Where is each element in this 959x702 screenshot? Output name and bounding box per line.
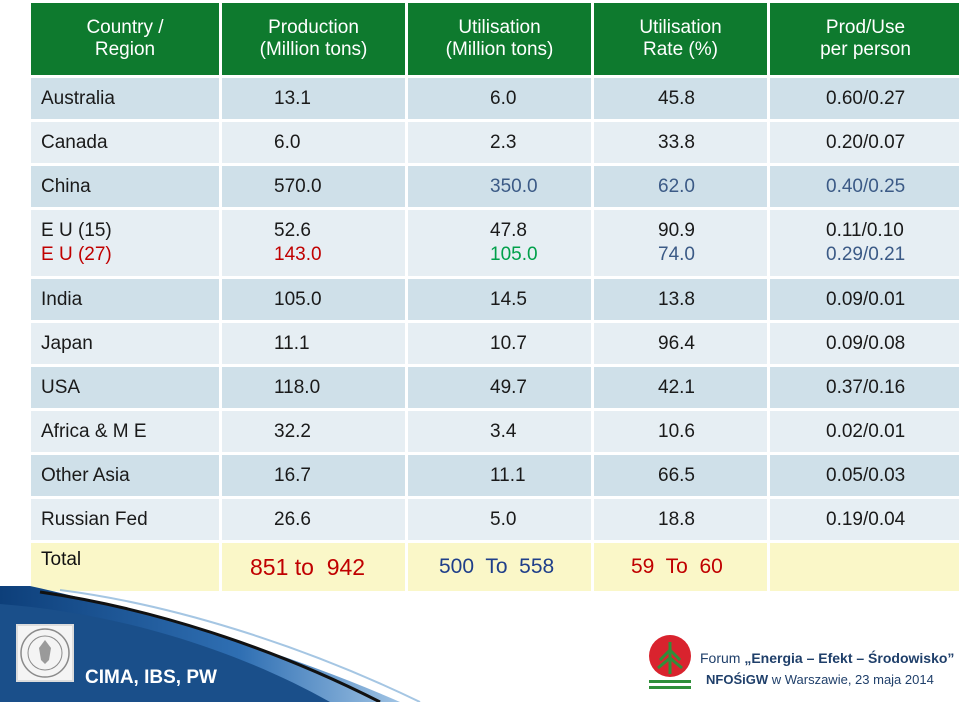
cell-per-person: 0.19/0.04	[770, 499, 959, 540]
cell-per-person: 0.60/0.27	[770, 78, 959, 119]
header-utilisation: Utilisation (Million tons)	[408, 3, 591, 75]
cell-rate: 62.0	[594, 166, 767, 207]
cell-per-person: 0.20/0.07	[770, 122, 959, 163]
header-region: Country / Region	[31, 3, 219, 75]
cell-utilisation: 2.3	[408, 122, 591, 163]
cell-utilisation: 14.5	[408, 279, 591, 320]
cell-rate: 59 To 60	[594, 543, 767, 591]
table-row: Japan 11.1 10.7 96.4 0.09/0.08	[31, 323, 959, 364]
cell-per-person: 0.05/0.03	[770, 455, 959, 496]
cell-utilisation: 3.4	[408, 411, 591, 452]
cell-region: China	[31, 166, 219, 207]
cell-production: 105.0	[222, 279, 405, 320]
cell-region: Australia	[31, 78, 219, 119]
cell-per-person	[770, 543, 959, 591]
cell-utilisation: 5.0	[408, 499, 591, 540]
footer	[0, 586, 959, 702]
table-row-eu: E U (15) E U (27) 52.6 143.0 47.8 105.0 90.…	[31, 210, 959, 276]
cell-production: 11.1	[222, 323, 405, 364]
cell-region: India	[31, 279, 219, 320]
header-per-person: Prod/Use per person	[770, 3, 959, 75]
header-rate: Utilisation Rate (%)	[594, 3, 767, 75]
cell-production: 118.0	[222, 367, 405, 408]
cell-utilisation: 10.7	[408, 323, 591, 364]
cell-utilisation: 11.1	[408, 455, 591, 496]
gypsum-statistics-table: Country / Region Production (Million tons)…	[28, 0, 959, 594]
cell-production: 32.2	[222, 411, 405, 452]
cell-rate: 96.4	[594, 323, 767, 364]
cell-per-person: 0.37/0.16	[770, 367, 959, 408]
table-row: Africa & M E 32.2 3.4 10.6 0.02/0.01	[31, 411, 959, 452]
cell-production: 6.0	[222, 122, 405, 163]
cell-utilisation: 500 To 558	[408, 543, 591, 591]
cell-region: Russian Fed	[31, 499, 219, 540]
university-seal-icon	[16, 624, 74, 682]
cell-rate: 18.8	[594, 499, 767, 540]
cell-production: 26.6	[222, 499, 405, 540]
cell-rate: 45.8	[594, 78, 767, 119]
table-row: Australia 13.1 6.0 45.8 0.60/0.27	[31, 78, 959, 119]
cell-rate: 10.6	[594, 411, 767, 452]
table-row: Russian Fed 26.6 5.0 18.8 0.19/0.04	[31, 499, 959, 540]
cell-region: USA	[31, 367, 219, 408]
forum-title: Forum „Energia – Efekt – Środowisko”	[700, 650, 955, 666]
cell-production: 16.7	[222, 455, 405, 496]
cell-rate: 42.1	[594, 367, 767, 408]
cell-region: Japan	[31, 323, 219, 364]
cell-rate: 90.9 74.0	[594, 210, 767, 276]
cell-utilisation: 350.0	[408, 166, 591, 207]
cell-production: 13.1	[222, 78, 405, 119]
cell-region: Other Asia	[31, 455, 219, 496]
cell-region: Canada	[31, 122, 219, 163]
table-row: Other Asia 16.7 11.1 66.5 0.05/0.03	[31, 455, 959, 496]
cell-per-person: 0.09/0.01	[770, 279, 959, 320]
table-row: USA 118.0 49.7 42.1 0.37/0.16	[31, 367, 959, 408]
cell-production: 851 to 942	[222, 543, 405, 591]
nfosigw-logo-icon	[645, 634, 695, 692]
total-row: Total 851 to 942 500 To 558 59 To 60	[31, 543, 959, 591]
cell-region: Africa & M E	[31, 411, 219, 452]
cell-production: 570.0	[222, 166, 405, 207]
cell-region: E U (15) E U (27)	[31, 210, 219, 276]
cell-per-person: 0.02/0.01	[770, 411, 959, 452]
cell-utilisation: 6.0	[408, 78, 591, 119]
cell-rate: 33.8	[594, 122, 767, 163]
cell-rate: 13.8	[594, 279, 767, 320]
header-production: Production (Million tons)	[222, 3, 405, 75]
cell-utilisation: 47.8 105.0	[408, 210, 591, 276]
forum-location: NFOŚiGW w Warszawie, 23 maja 2014	[706, 672, 934, 687]
header-row: Country / Region Production (Million tons)…	[31, 3, 959, 75]
institutions-label: CIMA, IBS, PW	[85, 667, 217, 688]
cell-per-person: 0.40/0.25	[770, 166, 959, 207]
table-row: India 105.0 14.5 13.8 0.09/0.01	[31, 279, 959, 320]
cell-production: 52.6 143.0	[222, 210, 405, 276]
cell-utilisation: 49.7	[408, 367, 591, 408]
cell-rate: 66.5	[594, 455, 767, 496]
cell-per-person: 0.09/0.08	[770, 323, 959, 364]
data-table-container: Country / Region Production (Million tons)…	[31, 0, 959, 594]
table-row: China 570.0 350.0 62.0 0.40/0.25	[31, 166, 959, 207]
cell-region: Total	[31, 543, 219, 591]
cell-per-person: 0.11/0.10 0.29/0.21	[770, 210, 959, 276]
table-row: Canada 6.0 2.3 33.8 0.20/0.07	[31, 122, 959, 163]
footer-wave-graphic	[0, 586, 421, 702]
